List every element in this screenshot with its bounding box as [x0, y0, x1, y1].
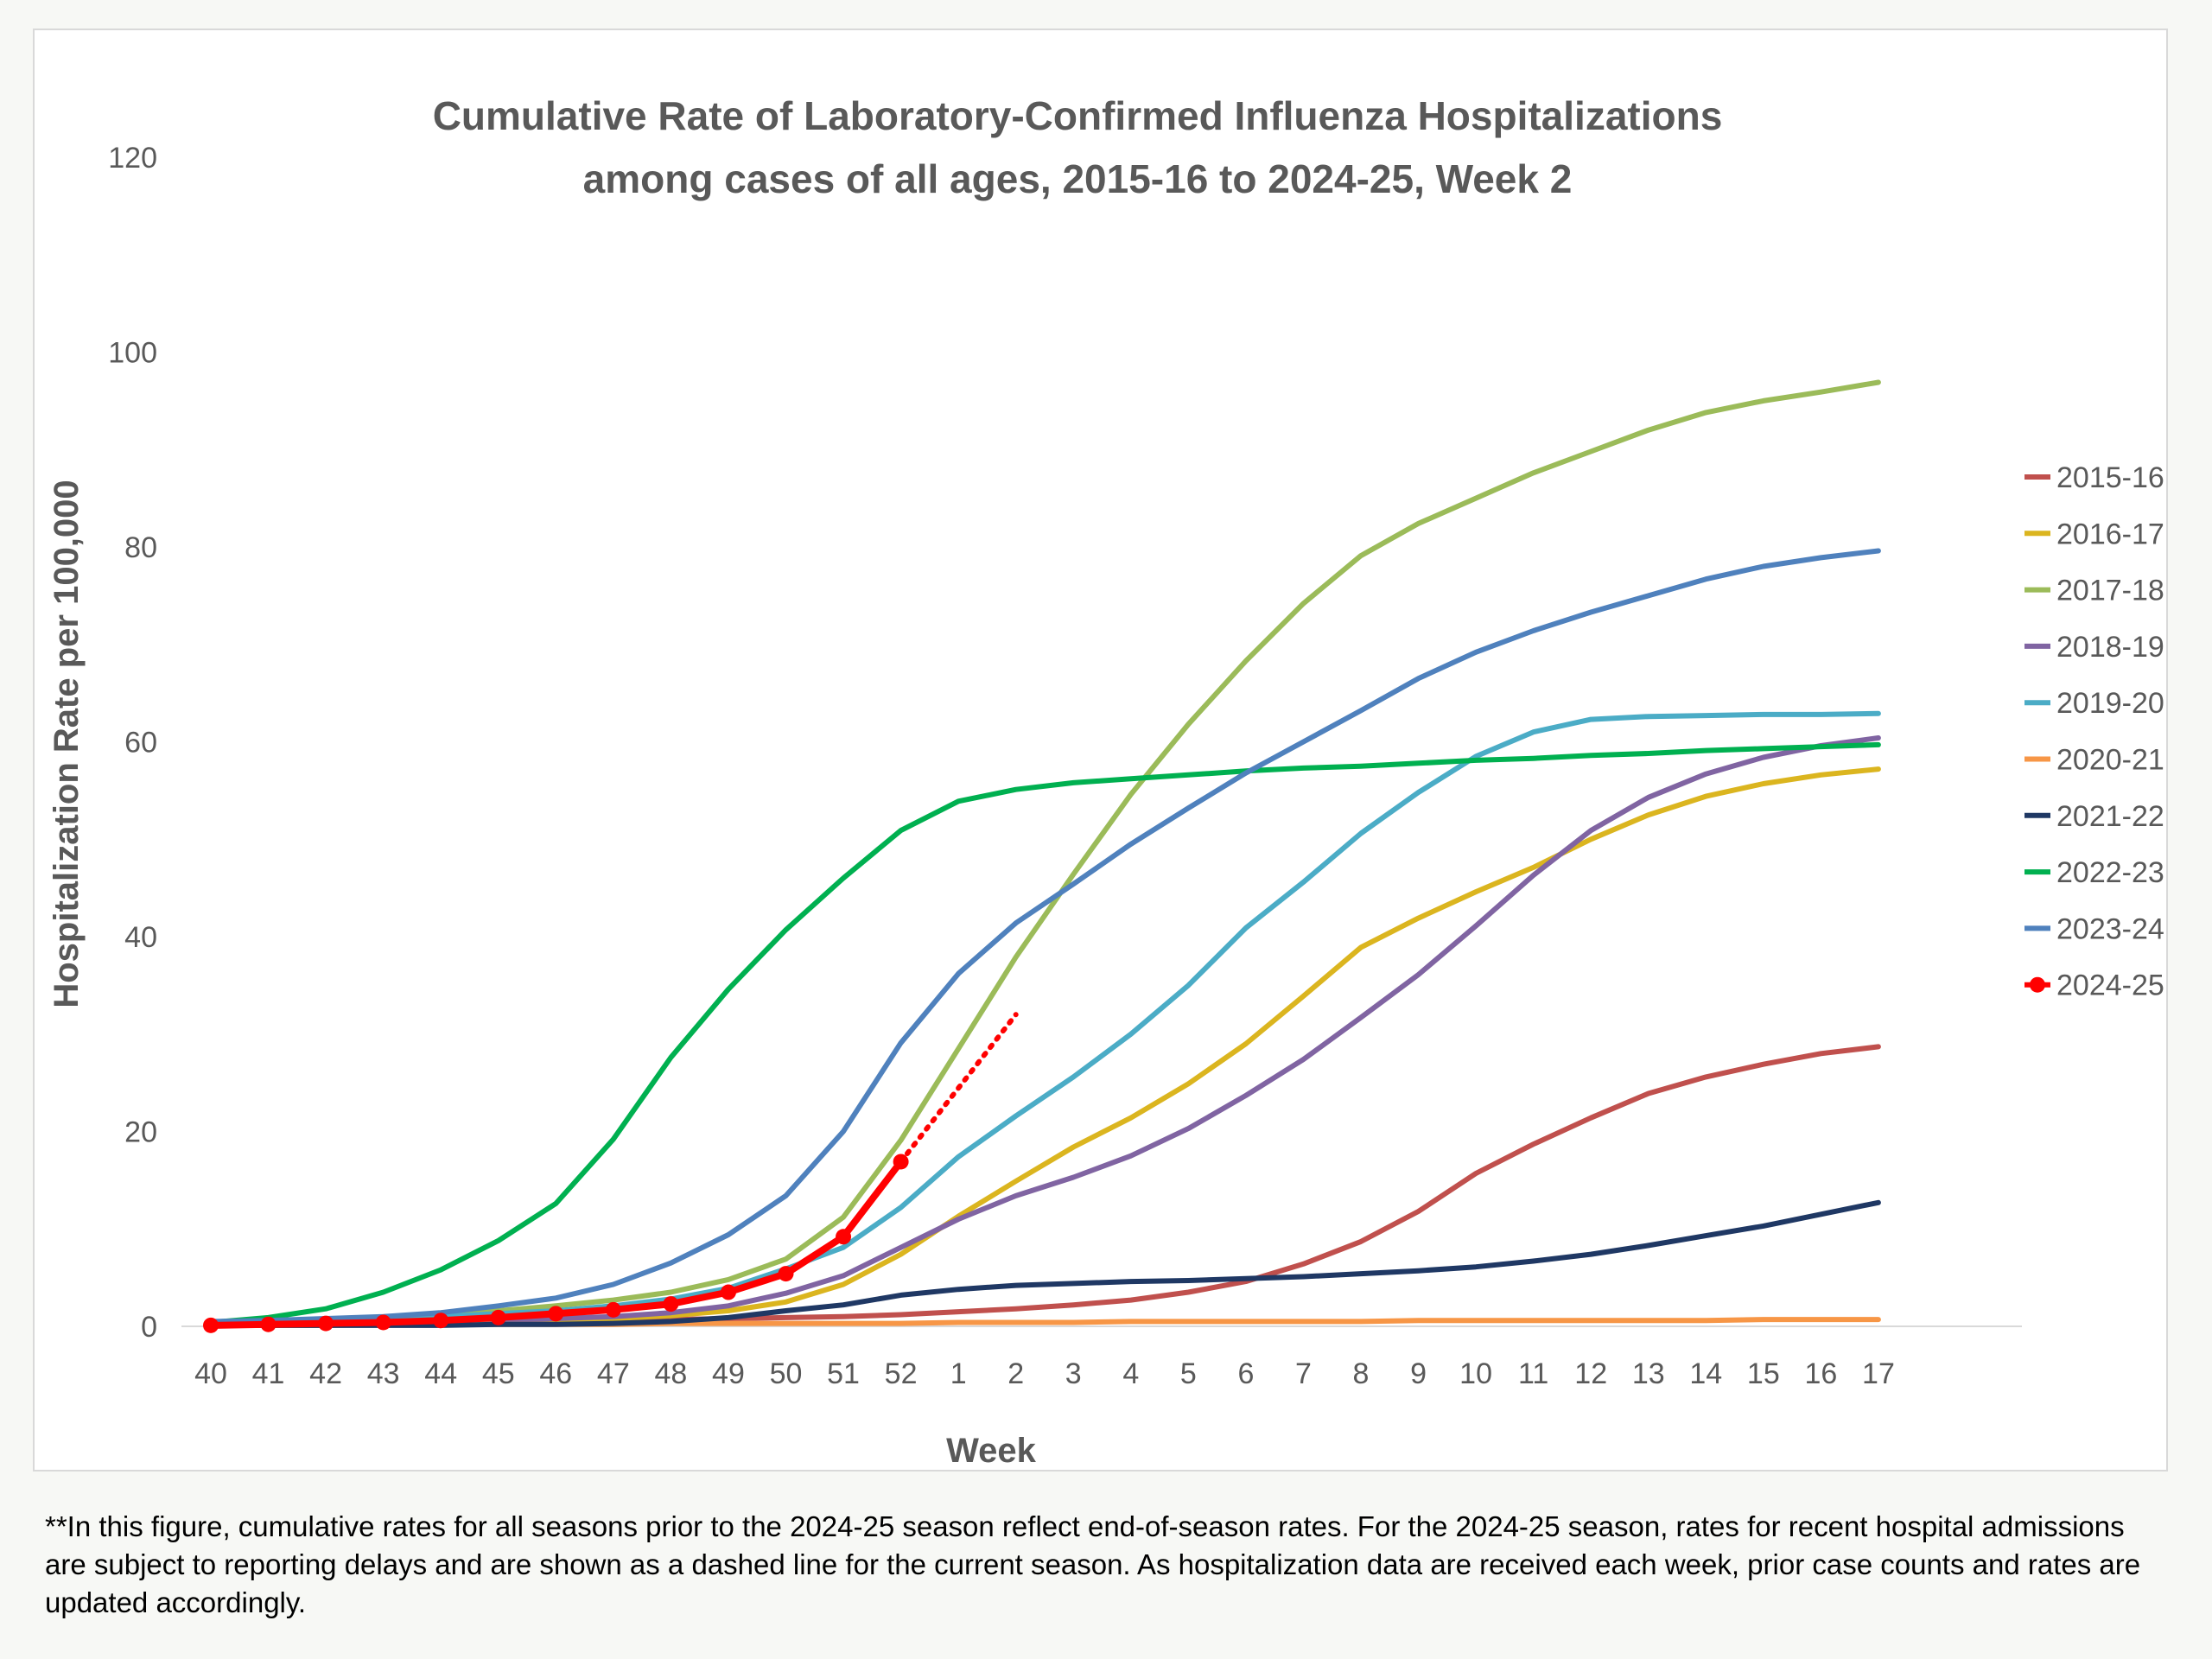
y-tick-label: 80	[124, 531, 157, 564]
series-line-2017-18	[208, 379, 1881, 1327]
data-point-2024-25	[720, 1284, 736, 1300]
series-dashed-projection-2024-25	[898, 1012, 1019, 1165]
chart-title: Cumulative Rate of Laboratory-Confirmed …	[433, 93, 1723, 201]
data-point-2024-25	[490, 1309, 506, 1325]
y-tick-label: 60	[124, 727, 157, 760]
y-tick-label: 20	[124, 1116, 157, 1149]
data-point-2024-25	[260, 1316, 276, 1332]
y-axis-ticks: 0 20 40 60 80 100 120	[108, 142, 157, 1344]
legend-item-2017-18: 2017-18	[2024, 575, 2164, 607]
legend-item-2022-23: 2022-23	[2024, 856, 2164, 889]
x-tick-label: 12	[1574, 1357, 1607, 1390]
legend-marker	[2030, 976, 2045, 993]
legend-item-2020-21: 2020-21	[2024, 744, 2164, 777]
data-point-2024-25	[318, 1315, 334, 1332]
legend-item-2015-16: 2015-16	[2024, 461, 2164, 494]
x-tick-label: 14	[1689, 1357, 1722, 1390]
data-point-2024-25	[548, 1306, 564, 1322]
legend-item-2021-22: 2021-22	[2024, 800, 2164, 833]
legend-item-2024-25: 2024-25	[2024, 969, 2164, 1002]
x-tick-label: 44	[424, 1357, 457, 1390]
legend-item-2018-19: 2018-19	[2024, 631, 2164, 664]
legend-label: 2020-21	[2056, 744, 2164, 777]
x-axis-ticks: 40 41 42 43 44 45 46 47 48 49 50 51 52 1 2 3 4 5 6 7 8 9 10 11 1…	[194, 1357, 1895, 1390]
legend-label: 2017-18	[2056, 575, 2164, 607]
data-point-2024-25	[893, 1154, 909, 1170]
x-tick-label: 15	[1747, 1357, 1780, 1390]
x-tick-label: 9	[1410, 1357, 1427, 1390]
y-tick-label: 120	[108, 142, 157, 175]
legend-label: 2015-16	[2056, 461, 2164, 494]
legend-label: 2018-19	[2056, 631, 2164, 664]
series-lines	[203, 379, 1881, 1333]
legend-label: 2021-22	[2056, 800, 2164, 833]
y-tick-label: 40	[124, 921, 157, 954]
x-tick-label: 48	[654, 1357, 687, 1390]
series-line-2022-23	[208, 741, 1881, 1325]
legend: 2015-16 2016-17 2017-18 2018-19 2019-20 2020-…	[2024, 461, 2164, 1002]
x-tick-label: 2	[1007, 1357, 1024, 1390]
series-line-2023-24	[208, 548, 1881, 1325]
data-point-2024-25	[203, 1317, 219, 1333]
x-tick-label: 42	[309, 1357, 342, 1390]
series-line-2016-17	[208, 766, 1881, 1328]
x-tick-label: 17	[1862, 1357, 1895, 1390]
y-tick-label: 0	[141, 1311, 157, 1344]
chart-title-line-1: Cumulative Rate of Laboratory-Confirmed …	[433, 93, 1723, 138]
legend-label: 2024-25	[2056, 969, 2164, 1002]
data-point-2024-25	[778, 1266, 794, 1282]
x-tick-label: 40	[194, 1357, 227, 1390]
data-point-2024-25	[836, 1229, 852, 1245]
x-tick-label: 41	[252, 1357, 285, 1390]
x-tick-label: 49	[712, 1357, 745, 1390]
x-tick-label: 51	[827, 1357, 860, 1390]
x-tick-label: 3	[1065, 1357, 1082, 1390]
x-tick-label: 7	[1295, 1357, 1312, 1390]
chart-title-line-2: among cases of all ages, 2015-16 to 2024…	[583, 156, 1573, 201]
x-tick-label: 4	[1122, 1357, 1139, 1390]
x-tick-label: 13	[1632, 1357, 1665, 1390]
x-tick-label: 10	[1459, 1357, 1492, 1390]
x-tick-label: 8	[1353, 1357, 1370, 1390]
x-tick-label: 50	[770, 1357, 803, 1390]
x-tick-label: 6	[1237, 1357, 1254, 1390]
data-point-2024-25	[375, 1314, 391, 1331]
legend-item-2019-20: 2019-20	[2024, 687, 2164, 720]
x-tick-label: 16	[1804, 1357, 1837, 1390]
footnote: **In this figure, cumulative rates for a…	[45, 1510, 2141, 1618]
legend-label: 2019-20	[2056, 687, 2164, 720]
chart-frame: Cumulative Rate of Laboratory-Confirmed …	[33, 29, 2168, 1471]
x-axis-label: Week	[946, 1432, 1037, 1470]
y-tick-label: 100	[108, 337, 157, 370]
line-chart: Cumulative Rate of Laboratory-Confirmed …	[48, 93, 2164, 1470]
data-point-2024-25	[605, 1301, 621, 1318]
x-tick-label: 11	[1518, 1357, 1548, 1390]
x-tick-label: 47	[597, 1357, 630, 1390]
x-tick-label: 45	[482, 1357, 515, 1390]
x-tick-label: 43	[367, 1357, 400, 1390]
series-line-2019-20	[208, 710, 1881, 1326]
legend-label: 2016-17	[2056, 518, 2164, 550]
x-tick-label: 5	[1180, 1357, 1197, 1390]
legend-item-2023-24: 2023-24	[2024, 912, 2164, 945]
x-tick-label: 1	[950, 1357, 967, 1390]
series-line-2021-22	[208, 1199, 1881, 1328]
x-tick-label: 46	[539, 1357, 572, 1390]
legend-item-2016-17: 2016-17	[2024, 518, 2164, 550]
data-point-2024-25	[433, 1313, 449, 1329]
y-axis-label: Hospitalization Rate per 100,000	[48, 480, 86, 1007]
legend-label: 2022-23	[2056, 856, 2164, 889]
data-point-2024-25	[663, 1296, 679, 1313]
x-tick-label: 52	[885, 1357, 918, 1390]
legend-label: 2023-24	[2056, 912, 2164, 945]
